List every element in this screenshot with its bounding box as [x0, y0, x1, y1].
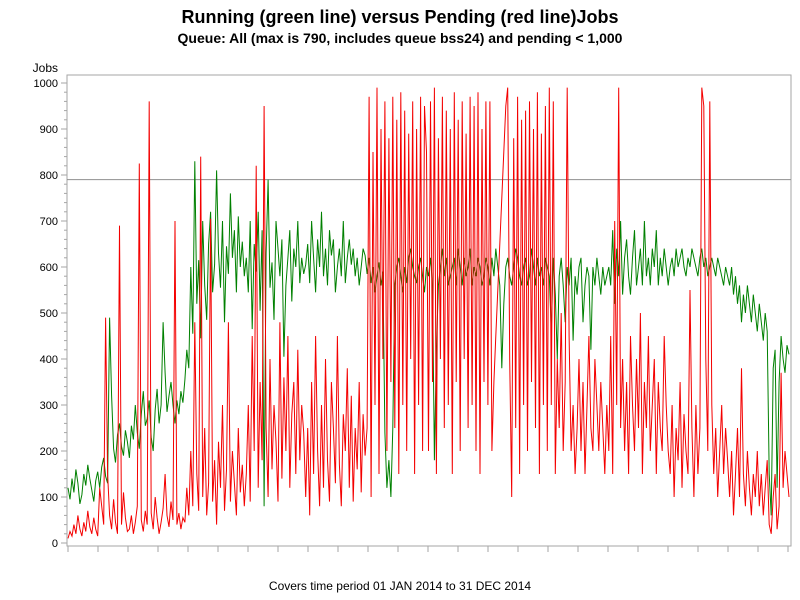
series-pending-line: [67, 87, 790, 539]
y-tick-label: 800: [40, 170, 58, 182]
series-running-line: [67, 161, 790, 516]
y-tick-label: 900: [40, 124, 58, 136]
y-axis-ticks: 0 100 200 300 400 500 600 700 800 900 1000: [34, 78, 67, 550]
chart-title: Running (green line) versus Pending (red…: [181, 7, 619, 27]
y-tick-label: 200: [40, 446, 58, 458]
y-tick-label: 0: [52, 538, 58, 550]
plot-frame: [66, 74, 792, 547]
y-tick-label: 700: [40, 216, 58, 228]
chart-footnote: Covers time period 01 JAN 2014 to 31 DEC…: [268, 579, 532, 593]
y-tick-label: 300: [40, 400, 58, 412]
y-tick-label: 100: [40, 492, 58, 504]
y-tick-label: 500: [40, 308, 58, 320]
y-tick-label: 400: [40, 354, 58, 366]
x-axis-ticks: [67, 546, 789, 552]
y-tick-label: 1000: [34, 78, 58, 90]
y-tick-label: 600: [40, 262, 58, 274]
y-axis-title: Jobs: [32, 61, 58, 75]
chart-subtitle: Queue: All (max is 790, includes queue b…: [177, 30, 623, 46]
